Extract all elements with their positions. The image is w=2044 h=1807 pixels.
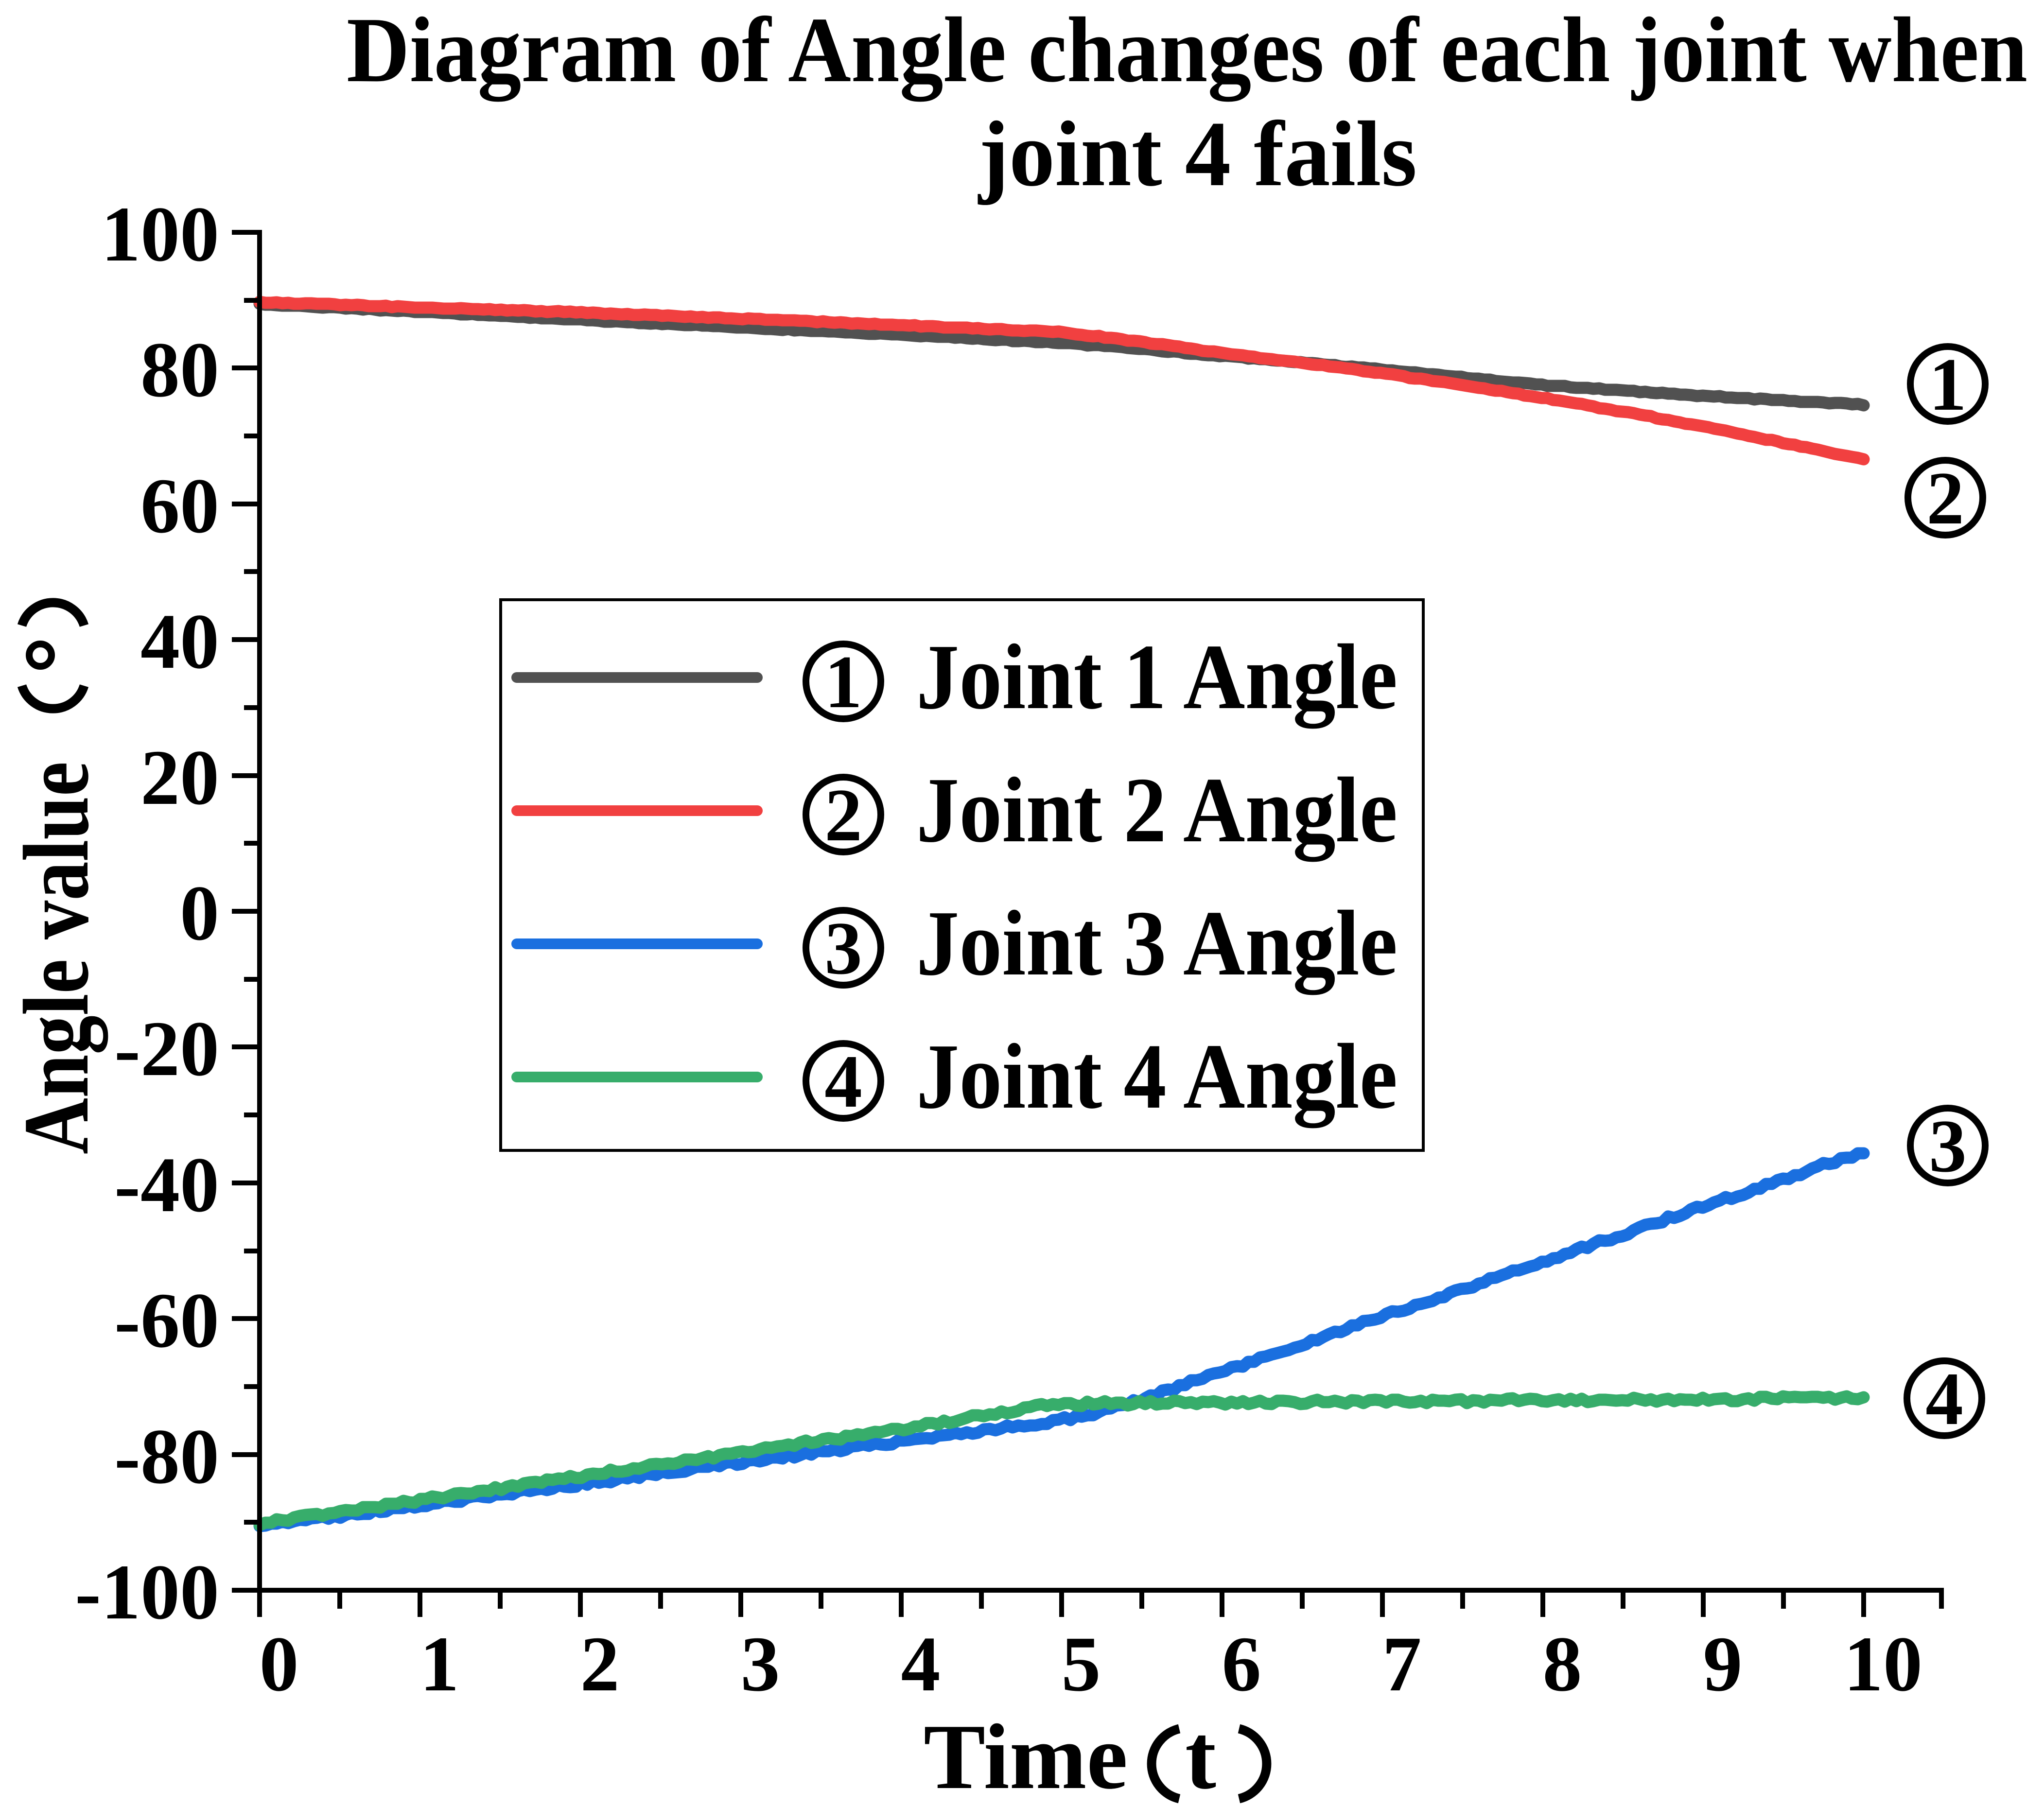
- svg-text:3: 3: [741, 1621, 780, 1708]
- svg-text:60: 60: [140, 463, 219, 550]
- svg-text:-80: -80: [114, 1413, 219, 1500]
- svg-text:-100: -100: [75, 1549, 219, 1636]
- svg-text:40: 40: [140, 598, 219, 685]
- svg-text:20: 20: [140, 734, 219, 821]
- svg-text:joint 4 fails: joint 4 fails: [978, 102, 1417, 206]
- svg-text:-40: -40: [114, 1142, 219, 1229]
- svg-text:6: 6: [1222, 1621, 1261, 1708]
- svg-text:-60: -60: [114, 1277, 219, 1364]
- svg-text:10: 10: [1844, 1621, 1922, 1708]
- svg-text:7: 7: [1382, 1621, 1422, 1708]
- svg-text:100: 100: [101, 191, 219, 278]
- svg-text:4: 4: [901, 1621, 941, 1708]
- svg-text:3: 3: [1929, 1104, 1967, 1188]
- svg-text:1: 1: [420, 1621, 459, 1708]
- svg-text:Joint 4 Angle: Joint 4 Angle: [916, 1025, 1398, 1129]
- svg-text:2: 2: [580, 1621, 620, 1708]
- svg-text:Joint 2 Angle: Joint 2 Angle: [916, 758, 1398, 862]
- svg-text:80: 80: [140, 327, 219, 414]
- svg-text:t: t: [1185, 1705, 1216, 1807]
- svg-text:1: 1: [1929, 343, 1967, 426]
- svg-text:9: 9: [1703, 1621, 1743, 1708]
- svg-text:4: 4: [1925, 1357, 1963, 1441]
- svg-text:Joint 1 Angle: Joint 1 Angle: [916, 625, 1398, 729]
- svg-text:0: 0: [260, 1621, 299, 1708]
- svg-text:Time: Time: [924, 1705, 1128, 1807]
- svg-text:Diagram of Angle changes of ea: Diagram of Angle changes of each joint w…: [347, 0, 2027, 102]
- svg-text:-20: -20: [114, 1006, 219, 1093]
- svg-text:4: 4: [824, 1040, 862, 1123]
- svg-text:2: 2: [1926, 456, 1964, 540]
- svg-text:0: 0: [180, 870, 219, 957]
- svg-text:2: 2: [824, 773, 862, 857]
- svg-text:8: 8: [1543, 1621, 1582, 1708]
- svg-text:Angle value: Angle value: [4, 762, 108, 1154]
- svg-text:3: 3: [824, 906, 862, 990]
- svg-text:1: 1: [824, 640, 862, 724]
- svg-text:Joint 3 Angle: Joint 3 Angle: [916, 891, 1398, 995]
- svg-text:5: 5: [1062, 1621, 1101, 1708]
